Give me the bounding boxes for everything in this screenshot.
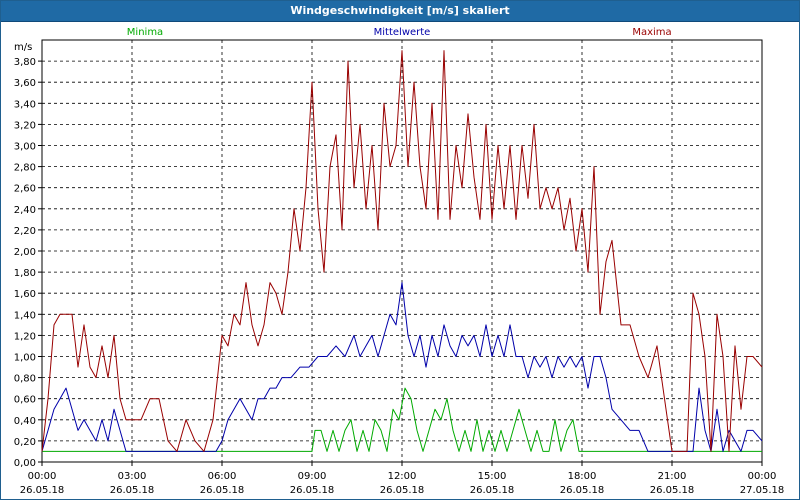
x-tick-time-label: 15:00 [478, 471, 507, 482]
x-tick-date-label: 26.05.18 [200, 485, 245, 496]
x-tick-time-label: 09:00 [298, 471, 327, 482]
x-tick-time-label: 00:00 [748, 471, 777, 482]
y-tick-label: 0,40 [14, 416, 36, 427]
y-tick-label: 3,40 [14, 99, 36, 110]
series-line-mittelwerte [41, 282, 763, 452]
legend-entry-minima: Minima [127, 27, 163, 38]
y-tick-label: 1,80 [14, 268, 36, 279]
x-tick-time-label: 18:00 [568, 471, 597, 482]
y-tick-label: 0,00 [14, 458, 36, 469]
x-tick-time-label: 21:00 [658, 471, 687, 482]
y-tick-label: 2,60 [14, 184, 36, 195]
y-tick-label: 1,00 [14, 353, 36, 364]
x-tick-date-label: 26.05.18 [20, 485, 65, 496]
x-tick-date-label: 26.05.18 [380, 485, 425, 496]
y-tick-label: 0,20 [14, 437, 36, 448]
y-tick-label: 3,60 [14, 78, 36, 89]
series-line-maxima [41, 50, 763, 452]
y-axis-unit-label: m/s [14, 42, 32, 53]
x-tick-time-label: 00:00 [28, 471, 57, 482]
x-tick-date-label: 26.05.18 [650, 485, 695, 496]
y-tick-label: 3,20 [14, 120, 36, 131]
x-tick-date-label: 27.05.18 [740, 485, 785, 496]
x-tick-time-label: 12:00 [388, 471, 417, 482]
x-tick-date-label: 26.05.18 [560, 485, 605, 496]
series-line-minima [42, 387, 762, 452]
legend-entry-mittelwerte: Mittelwerte [374, 27, 431, 38]
y-tick-label: 1,40 [14, 310, 36, 321]
y-tick-label: 3,00 [14, 142, 36, 153]
y-tick-label: 3,80 [14, 57, 36, 68]
y-tick-label: 0,80 [14, 374, 36, 385]
y-tick-label: 2,00 [14, 247, 36, 258]
x-tick-time-label: 06:00 [208, 471, 237, 482]
legend-entry-maxima: Maxima [632, 27, 671, 38]
x-tick-time-label: 03:00 [118, 471, 147, 482]
y-tick-label: 2,40 [14, 205, 36, 216]
y-tick-label: 0,60 [14, 395, 36, 406]
y-tick-label: 1,20 [14, 331, 36, 342]
x-tick-date-label: 26.05.18 [110, 485, 155, 496]
window-title: Windgeschwindigkeit [m/s] skaliert [1, 1, 799, 22]
y-tick-label: 2,20 [14, 226, 36, 237]
x-tick-date-label: 26.05.18 [470, 485, 515, 496]
x-tick-date-label: 26.05.18 [290, 485, 335, 496]
y-tick-label: 1,60 [14, 289, 36, 300]
y-tick-label: 2,80 [14, 163, 36, 174]
